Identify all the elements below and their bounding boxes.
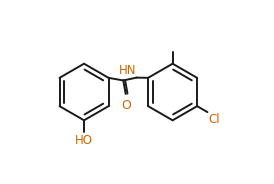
Text: HO: HO: [75, 134, 93, 147]
Text: O: O: [121, 99, 131, 112]
Text: Cl: Cl: [208, 113, 220, 126]
Text: HN: HN: [119, 64, 136, 77]
